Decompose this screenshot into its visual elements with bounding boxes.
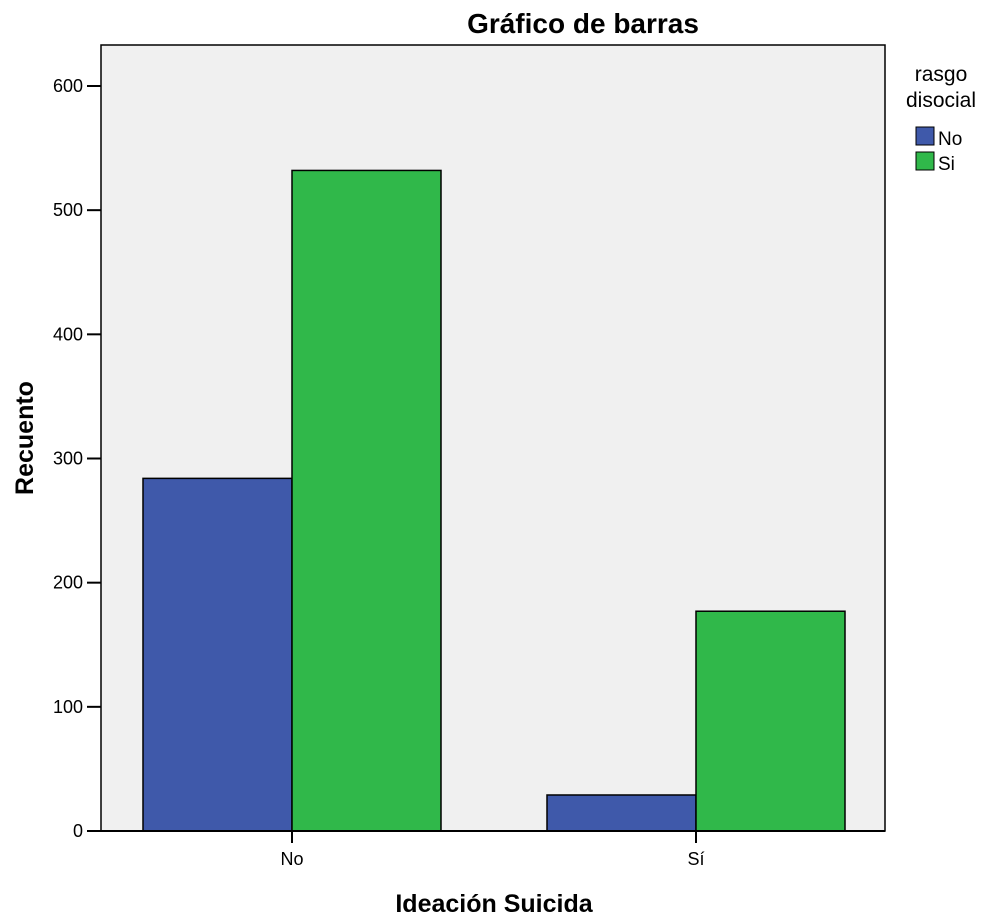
legend-title-line-2: disocial xyxy=(906,89,976,112)
bar-si-si xyxy=(695,610,846,832)
bar-no-si xyxy=(291,169,442,832)
y-tick-label: 500 xyxy=(53,200,83,220)
bars-group xyxy=(142,169,846,832)
legend-swatch-si xyxy=(915,151,935,171)
y-tick-label: 100 xyxy=(53,697,83,717)
legend: rasgo disocial No Si xyxy=(906,63,976,175)
legend-label-si: Si xyxy=(938,154,955,175)
y-tick-label: 400 xyxy=(53,324,83,344)
y-axis-title: Recuento xyxy=(11,381,39,495)
bar-si-no xyxy=(546,794,697,832)
y-axis: 0 100 200 300 400 500 600 xyxy=(53,76,101,841)
chart-title: Gráfico de barras xyxy=(467,8,699,39)
y-tick-label: 600 xyxy=(53,76,83,96)
y-tick-label: 300 xyxy=(53,449,83,469)
y-tick-label: 200 xyxy=(53,573,83,593)
y-tick-label: 0 xyxy=(73,821,83,841)
legend-swatch-no xyxy=(915,126,935,146)
x-tick-label: Sí xyxy=(687,849,704,869)
x-tick-label: No xyxy=(280,849,303,869)
x-axis: No Sí xyxy=(101,830,885,869)
bar-no-no xyxy=(142,477,293,832)
legend-title-line-1: rasgo xyxy=(915,63,968,86)
x-axis-title: Ideación Suicida xyxy=(395,890,593,917)
legend-label-no: No xyxy=(938,129,962,150)
